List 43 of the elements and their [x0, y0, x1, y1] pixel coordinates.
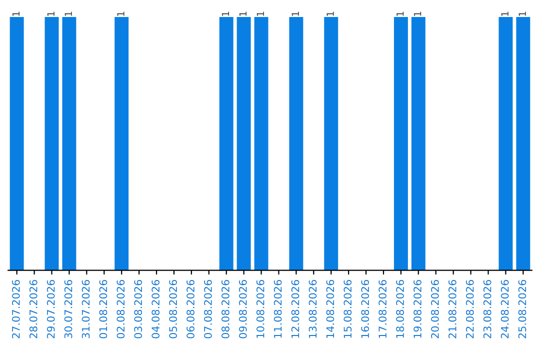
data-label: 1: [414, 12, 422, 16]
x-tick-label: 05.08.2026: [169, 280, 177, 338]
x-tick-label: 23.08.2026: [483, 280, 492, 338]
data-label: 1: [326, 12, 334, 16]
data-label: 1: [117, 12, 124, 16]
x-tick-label: 21.08.2026: [448, 280, 456, 338]
x-tick-label: 18.08.2026: [396, 280, 404, 338]
x-tick-label: 01.08.2026: [99, 280, 108, 338]
data-label: 1: [518, 12, 526, 16]
x-tick-label: 08.08.2026: [221, 280, 230, 338]
x-tick-label: 22.08.2026: [466, 280, 474, 338]
x-tick-label: 13.08.2026: [308, 280, 317, 338]
x-tick-label: 25.08.2026: [518, 280, 526, 338]
data-label: 1: [292, 12, 299, 16]
x-tick-label: 19.08.2026: [414, 280, 422, 338]
x-tick-label: 04.08.2026: [152, 280, 160, 338]
x-tick-label: 30.07.2026: [64, 280, 72, 338]
x-tick-label: 29.07.2026: [46, 280, 55, 338]
x-tick-label: 24.08.2026: [500, 280, 509, 338]
x-tick-label: 17.08.2026: [378, 280, 387, 338]
x-tick-label: 27.07.2026: [12, 280, 20, 338]
x-tick-label: 10.08.2026: [256, 280, 264, 338]
x-tick-label: 31.07.2026: [82, 280, 90, 338]
x-tick-label: 07.08.2026: [204, 280, 212, 338]
data-label: 1: [501, 12, 508, 16]
data-label: 1: [256, 12, 264, 16]
x-tick-label: 06.08.2026: [186, 280, 194, 338]
x-tick-label: 20.08.2026: [431, 280, 439, 338]
x-tick-label: 16.08.2026: [361, 280, 370, 338]
data-label: 1: [222, 12, 230, 16]
x-tick-label: 09.08.2026: [238, 280, 247, 338]
x-tick-label: 28.07.2026: [29, 280, 38, 338]
x-tick-label: 03.08.2026: [134, 280, 142, 338]
data-label: 1: [239, 12, 246, 16]
x-tick-label: 14.08.2026: [326, 280, 334, 338]
x-tick-label: 12.08.2026: [291, 280, 300, 338]
x-tick-label: 15.08.2026: [344, 280, 352, 338]
data-label: 1: [396, 12, 404, 16]
data-label: 1: [47, 12, 54, 16]
data-label: 1: [64, 12, 72, 16]
x-tick-label: 02.08.2026: [116, 280, 125, 338]
data-label: 1: [12, 12, 20, 16]
x-tick-label: 11.08.2026: [274, 280, 282, 338]
